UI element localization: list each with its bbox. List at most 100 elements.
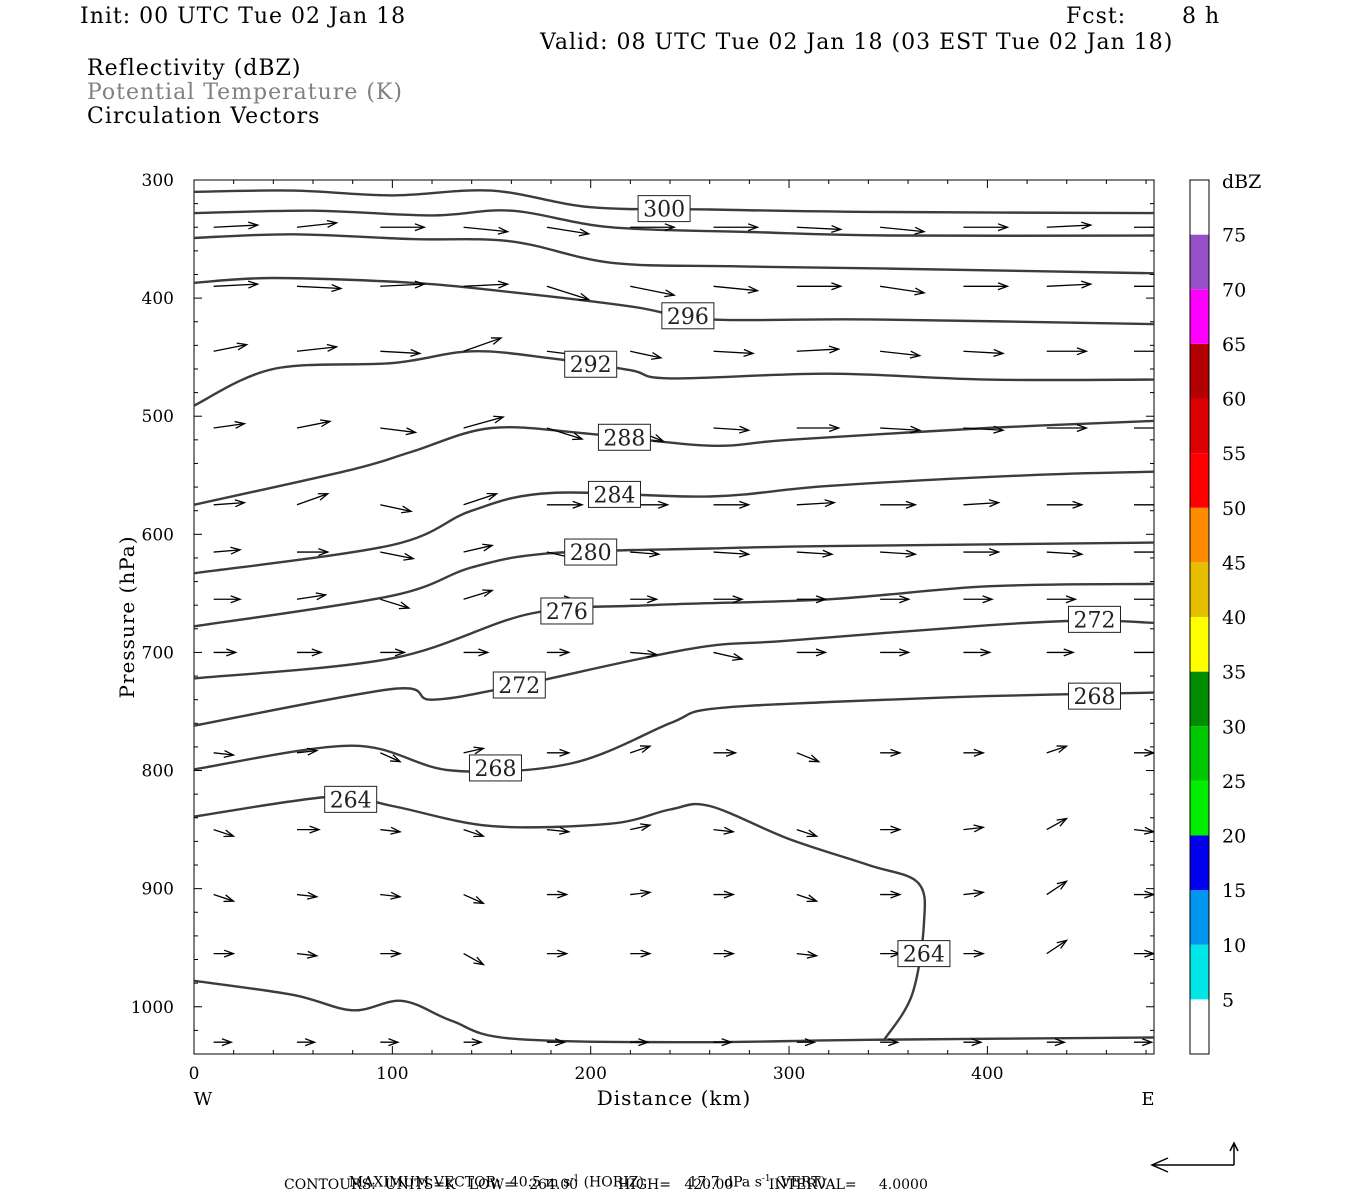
- circulation-vector: [463, 415, 506, 429]
- circulation-vector: [630, 549, 661, 558]
- colorbar-label: 60: [1222, 389, 1246, 411]
- colorbar-bin: [1190, 780, 1209, 836]
- circulation-vector: [213, 280, 260, 289]
- theta-contour-line: [194, 189, 1154, 215]
- circulation-vector: [630, 649, 659, 658]
- y-tick-label: 900: [142, 880, 174, 900]
- circulation-vector: [880, 595, 911, 604]
- circulation-vector: [380, 1038, 400, 1047]
- y-axis-label: Pressure (hPa): [115, 536, 139, 699]
- x-tick-label: 200: [574, 1064, 606, 1084]
- colorbar-bin: [1190, 617, 1209, 672]
- theta-contour-line: [194, 582, 1154, 680]
- colorbar-label: 55: [1222, 443, 1246, 465]
- circulation-vector: [713, 651, 744, 661]
- circulation-vector: [713, 500, 751, 509]
- contour-label: 276: [546, 600, 588, 625]
- circulation-vector: [880, 890, 902, 899]
- max-vector-label: MAXIMUM VECTOR:: [348, 1174, 501, 1191]
- y-tick-label: 800: [142, 762, 174, 782]
- circulation-vector: [630, 1038, 650, 1047]
- circulation-vector: [546, 285, 591, 301]
- contour-label: 292: [570, 353, 612, 378]
- circulation-vector: [713, 595, 744, 604]
- circulation-vector: [796, 1038, 817, 1047]
- circulation-vector: [296, 219, 339, 228]
- contour-label-box: [564, 350, 618, 378]
- circulation-vector: [1046, 221, 1093, 230]
- y-tick-label: 300: [142, 171, 174, 191]
- colorbar-bin: [1190, 180, 1209, 235]
- colorbar-bin: [1190, 726, 1209, 781]
- circulation-vector: [629, 745, 652, 754]
- circulation-vector: [546, 427, 584, 441]
- vertical-max: 17.7 dPa s: [688, 1174, 762, 1191]
- circulation-vector: [880, 549, 918, 558]
- circulation-vector: [880, 500, 918, 509]
- colorbar-label: 45: [1222, 552, 1246, 574]
- theta-contour-line: [194, 795, 927, 1041]
- forecast-label: Fcst:: [1066, 4, 1127, 29]
- circulation-vector: [796, 950, 819, 959]
- circulation-vector: [713, 425, 751, 434]
- circulation-vector: [880, 748, 902, 757]
- circulation-vector: [880, 648, 911, 657]
- circulation-vector: [546, 890, 569, 899]
- contour-label-box: [587, 480, 641, 508]
- circulation-vector: [713, 285, 760, 294]
- circulation-vector: [380, 598, 411, 610]
- vertical-exponent: -1: [761, 1174, 771, 1184]
- contour-label-box: [637, 195, 691, 223]
- colorbar-bin: [1190, 507, 1209, 563]
- theta-contour-line: [194, 470, 1154, 575]
- valid-time: Valid: 08 UTC Tue 02 Jan 18 (03 EST Tue …: [540, 30, 1174, 55]
- circulation-vector: [380, 648, 407, 657]
- colorbar-label: 5: [1222, 989, 1234, 1011]
- circulation-vector: [1046, 423, 1089, 433]
- theta-contour-line: [194, 350, 1154, 407]
- x-tick-label: 0: [189, 1064, 200, 1084]
- colorbar-label: 75: [1222, 225, 1246, 247]
- circulation-vector: [796, 549, 834, 558]
- contour-label-box: [468, 754, 522, 782]
- circulation-vector: [713, 949, 736, 958]
- circulation-vector: [380, 826, 402, 835]
- circulation-vector: [213, 949, 236, 958]
- colorbar-label: 20: [1222, 826, 1246, 848]
- colorbar-label: 30: [1222, 716, 1246, 738]
- circulation-vector: [546, 1038, 567, 1047]
- circulation-vector: [463, 543, 495, 553]
- circulation-vector: [296, 419, 332, 429]
- circulation-vector: [880, 425, 922, 434]
- circulation-vector: [380, 551, 416, 561]
- circulation-vector: [630, 595, 659, 604]
- y-tick-label: 500: [142, 407, 174, 427]
- circulation-vector: [463, 1038, 484, 1047]
- circulation-vector: [463, 953, 486, 966]
- circulation-vector: [1134, 1038, 1154, 1047]
- circulation-vector: [463, 746, 486, 755]
- circulation-vector: [213, 546, 242, 555]
- circulation-vector: [546, 949, 569, 958]
- colorbar-bin: [1190, 999, 1209, 1054]
- contour-label: 264: [330, 788, 372, 813]
- circulation-vector: [1134, 551, 1154, 553]
- colorbar-bin: [1190, 944, 1209, 1000]
- circulation-vector: [796, 345, 841, 354]
- circulation-vector: [380, 891, 402, 900]
- circulation-vector: [630, 223, 677, 232]
- theta-contour-line: [194, 619, 1154, 727]
- circulation-vector: [963, 348, 1005, 357]
- circulation-vector: [213, 828, 236, 838]
- colorbar-bin: [1190, 562, 1209, 617]
- circulation-vector: [796, 423, 841, 433]
- colorbar-label: 50: [1222, 498, 1246, 520]
- circulation-vector: [546, 748, 571, 757]
- circulation-vector: [296, 950, 319, 959]
- circulation-vector: [1134, 285, 1154, 287]
- contour-label: 268: [474, 757, 516, 782]
- circulation-vector: [296, 343, 339, 352]
- circulation-vector: [713, 1038, 733, 1047]
- contour-label: 288: [603, 426, 645, 451]
